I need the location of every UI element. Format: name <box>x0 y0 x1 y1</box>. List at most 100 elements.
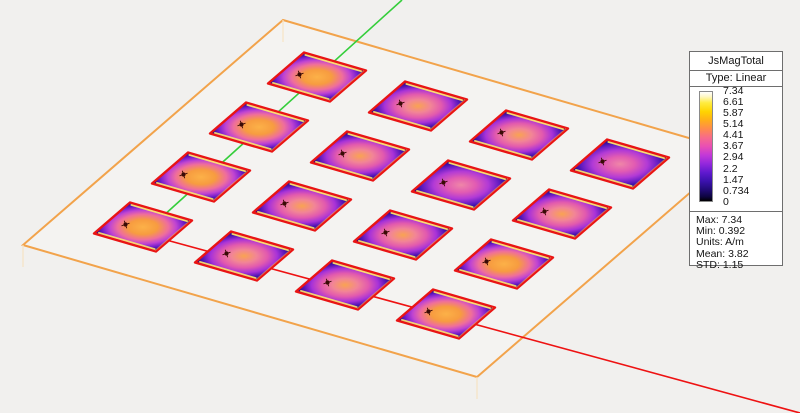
patch-antenna-r1c2[interactable] <box>410 159 512 211</box>
feed-point-pin <box>441 178 446 187</box>
patch-edge-glow-faint <box>631 157 668 188</box>
legend-stat-line: STD: 1.15 <box>696 258 744 271</box>
colorbar-tick-label: 5.14 <box>723 118 744 131</box>
colorbar-tick-label: 0 <box>723 195 729 208</box>
patch-edge-glow-faint <box>457 307 494 338</box>
patch-edge-glow <box>390 212 448 231</box>
legend-quantity-title: JsMagTotal <box>690 52 782 71</box>
patch-edge-glow-faint <box>313 199 350 230</box>
colorbar-tick-label: 3.67 <box>723 140 744 153</box>
patch-antenna-r0c2[interactable] <box>468 109 570 161</box>
colorbar-tick-label: 7.34 <box>723 84 744 97</box>
patch-edge-glow-faint <box>371 149 408 180</box>
feed-point-pin <box>484 257 489 266</box>
patch-edge-glow <box>257 210 315 229</box>
colorbar-tick-label: 6.61 <box>723 95 744 108</box>
patch-edge-glow <box>401 318 459 337</box>
patch-edge-glow-faint <box>328 70 365 101</box>
patch-edge-glow-faint <box>255 249 292 280</box>
patch-antenna-r1c0[interactable] <box>208 101 310 153</box>
patch-edge-glow <box>231 233 289 252</box>
colorbar-section: 7.34 6.61 5.87 5.14 4.41 3.67 2.94 2.2 1.47 0.734… <box>690 84 782 212</box>
feed-point-pin <box>542 207 547 216</box>
patch-antenna-r2c2[interactable] <box>352 209 454 261</box>
patch-edge-glow <box>607 141 665 160</box>
patch-edge-glow-faint <box>472 178 509 209</box>
patch-edge-glow-faint <box>212 170 249 201</box>
colorbar-tick-label: 2.94 <box>723 151 744 164</box>
colorbar-tick-label: 2.2 <box>723 162 738 175</box>
legend-panel[interactable]: JsMagTotal Type: Linear 7.34 6.61 5.87 5.14… <box>689 51 783 270</box>
patch-edge-glow <box>517 218 575 237</box>
patch-antenna-r3c3[interactable] <box>395 288 497 340</box>
patch-antenna-r3c0[interactable] <box>92 201 194 253</box>
patch-antenna-r3c1[interactable] <box>193 230 295 282</box>
patch-edge-glow <box>188 154 246 173</box>
patch-edge-glow-faint <box>270 120 307 151</box>
patch-edge-glow <box>405 83 463 102</box>
substrate-board-outline[interactable] <box>20 18 740 379</box>
patch-edge-glow-faint <box>356 278 393 309</box>
legend-stat-line: Units: A/m <box>696 236 744 249</box>
patch-edge-glow <box>575 168 633 187</box>
patch-antenna-r3c2[interactable] <box>294 259 396 311</box>
patch-antenna-r2c0[interactable] <box>150 151 252 203</box>
patch-edge-glow <box>373 110 431 129</box>
patch-edge-glow <box>98 231 156 250</box>
feed-point-pin <box>239 120 244 129</box>
patch-antenna-r0c1[interactable] <box>367 80 469 132</box>
patch-antenna-r1c1[interactable] <box>309 130 411 182</box>
patch-edge-glow <box>199 260 257 279</box>
patch-edge-glow <box>358 239 416 258</box>
patch-edge-glow-faint <box>154 220 191 251</box>
patch-antenna-r2c1[interactable] <box>251 180 353 232</box>
feed-point-pin <box>181 170 186 179</box>
patch-edge-glow <box>433 291 491 310</box>
feed-point-pin <box>325 278 330 287</box>
patch-edge-glow <box>491 241 549 260</box>
colorbar-gradient <box>699 91 713 202</box>
patch-edge-glow <box>304 54 362 73</box>
patch-antenna-r1c3[interactable] <box>511 188 613 240</box>
patch-edge-glow <box>130 204 188 223</box>
patch-edge-glow <box>272 81 330 100</box>
legend-scale-type: Type: Linear <box>690 71 782 87</box>
colorbar-tick-label: 0.734 <box>723 184 750 197</box>
feed-point-pin <box>383 228 388 237</box>
patch-edge-glow-faint <box>429 99 466 130</box>
patch-edge-glow-faint <box>414 228 451 259</box>
patch-edge-glow <box>416 189 474 208</box>
patch-edge-glow <box>549 191 607 210</box>
patch-edge-glow <box>214 131 272 150</box>
patch-edge-glow <box>289 183 347 202</box>
patch-edge-glow <box>156 181 214 200</box>
feed-point-pin <box>499 128 504 137</box>
patch-edge-glow-faint <box>515 257 552 288</box>
colorbar-tick-label: 1.47 <box>723 173 744 186</box>
legend-stat-line: Max: 7.34 <box>696 214 743 226</box>
feed-point-pin <box>398 99 403 108</box>
patch-antenna-r0c0[interactable] <box>266 51 368 103</box>
colorbar-tick-label: 4.41 <box>723 129 744 142</box>
feed-point-pin <box>123 220 128 229</box>
feed-point-pin <box>340 149 345 158</box>
patch-edge-glow-faint <box>573 207 610 238</box>
patch-antenna-r0c3[interactable] <box>569 138 671 190</box>
patch-edge-glow <box>459 268 517 287</box>
feed-point-pin <box>600 157 605 166</box>
patch-edge-glow <box>347 133 405 152</box>
patch-antenna-r2c3[interactable] <box>453 238 555 290</box>
patch-edge-glow <box>300 289 358 308</box>
feed-point-pin <box>297 70 302 79</box>
patch-edge-glow <box>315 160 373 179</box>
legend-stat-line: Mean: 3.82 <box>696 247 749 260</box>
feed-point-pin <box>426 307 431 316</box>
patch-edge-glow <box>246 104 304 123</box>
patch-edge-glow <box>506 112 564 131</box>
feed-point-pin <box>224 249 229 258</box>
colorbar-tick-label: 5.87 <box>723 107 744 119</box>
legend-stats: Max: 7.34 Min: 0.392 Units: A/m Mean: 3.82 S… <box>690 212 782 270</box>
legend-stat-line: Min: 0.392 <box>696 225 746 238</box>
patch-edge-glow <box>448 162 506 181</box>
